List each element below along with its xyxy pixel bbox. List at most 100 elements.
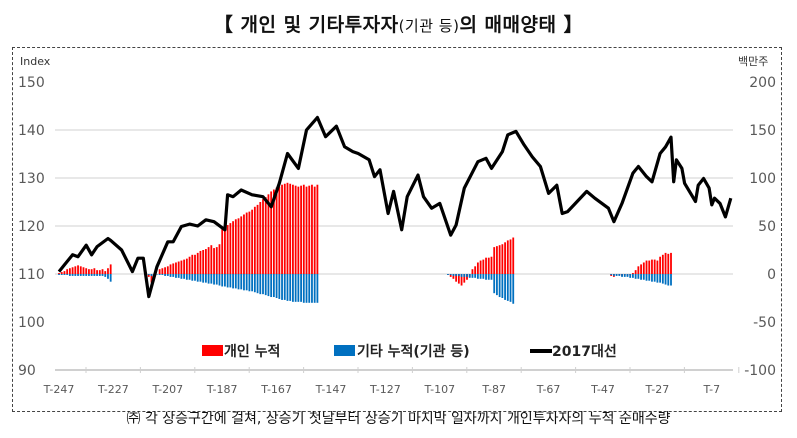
bar-individual	[264, 197, 267, 274]
bar-individual	[262, 199, 264, 274]
bar-other	[457, 274, 460, 276]
bar-individual	[449, 274, 452, 277]
bar-individual	[253, 206, 256, 274]
bar-other	[482, 274, 485, 279]
bar-other	[281, 274, 283, 300]
bar-other	[313, 274, 316, 303]
bar-other	[188, 274, 191, 280]
x-tick-label: T-107	[423, 383, 455, 396]
bars	[58, 182, 672, 304]
bar-individual	[496, 246, 498, 274]
bar-individual	[215, 247, 218, 274]
bar-other	[183, 274, 186, 279]
x-tick-label: T-67	[536, 383, 561, 396]
bar-other	[90, 274, 93, 276]
bar-individual	[204, 249, 207, 274]
bar-individual	[490, 256, 493, 274]
bar-other	[455, 274, 458, 276]
bar-other	[259, 274, 262, 295]
bar-individual	[455, 274, 458, 282]
bar-other	[194, 274, 196, 281]
legend-label-individual: 개인 누적	[224, 343, 280, 360]
bar-individual	[177, 261, 180, 274]
bar-other	[237, 274, 240, 290]
bar-other	[234, 274, 237, 289]
bar-other	[245, 274, 248, 291]
bar-individual	[485, 257, 487, 274]
bar-individual	[275, 187, 278, 274]
line-2017-election	[57, 115, 733, 299]
bar-other	[150, 274, 153, 276]
bar-other	[175, 274, 177, 278]
bar-other	[77, 274, 79, 276]
bar-individual	[172, 263, 175, 274]
bar-individual	[479, 260, 482, 274]
bar-other	[283, 274, 286, 300]
right-tick-label: 100	[749, 171, 776, 187]
legend-swatch-individual	[202, 345, 223, 356]
bar-other	[199, 274, 202, 282]
bar-other	[104, 274, 107, 277]
bar-other	[215, 274, 218, 285]
bar-individual	[158, 269, 161, 274]
bar-individual	[292, 184, 294, 274]
bar-individual	[634, 270, 637, 274]
left-tick-label: 110	[18, 267, 45, 283]
bar-individual	[150, 274, 153, 283]
bar-other	[504, 274, 506, 300]
bar-other	[474, 274, 477, 278]
bar-other	[169, 274, 172, 277]
bar-individual	[243, 214, 245, 274]
bar-other	[82, 274, 85, 276]
bar-individual	[316, 184, 319, 274]
bar-individual	[311, 184, 313, 274]
bar-individual	[104, 271, 107, 274]
bar-individual	[313, 186, 316, 274]
bar-individual	[648, 260, 651, 274]
bar-individual	[224, 226, 226, 274]
right-tick-label: 200	[749, 75, 776, 91]
right-tick-label: 50	[758, 219, 776, 235]
bar-individual	[88, 269, 90, 274]
bar-other	[651, 274, 653, 282]
x-tick-label: T-147	[315, 383, 347, 396]
bar-individual	[248, 211, 251, 274]
title-part: 의 매매양태 】	[459, 14, 584, 36]
bar-other	[292, 274, 294, 302]
bar-other	[487, 274, 490, 280]
bar-individual	[90, 269, 93, 274]
bar-other	[218, 274, 221, 286]
bar-individual	[251, 209, 254, 274]
bar-individual	[267, 194, 270, 274]
bar-individual	[166, 266, 169, 274]
bar-individual	[645, 260, 648, 274]
bar-individual	[498, 245, 501, 274]
bar-other	[232, 274, 234, 289]
bar-other	[316, 274, 319, 303]
bar-individual	[471, 269, 474, 274]
right-tick-label: 150	[749, 123, 776, 139]
bar-other	[452, 274, 455, 276]
bar-other	[74, 274, 77, 276]
bar-individual	[58, 273, 60, 274]
bar-other	[66, 274, 69, 275]
bar-individual	[632, 273, 634, 274]
bar-other	[251, 274, 254, 292]
bar-other	[485, 274, 487, 280]
bar-individual	[670, 252, 672, 274]
bar-other	[648, 274, 651, 281]
bar-other	[626, 274, 629, 277]
right-tick-label: -100	[744, 363, 776, 379]
bar-individual	[60, 272, 63, 274]
bar-individual	[272, 189, 275, 274]
bar-other	[302, 274, 305, 303]
bar-individual	[512, 237, 515, 274]
bar-other	[289, 274, 292, 301]
bar-individual	[452, 274, 455, 279]
bar-other	[185, 274, 188, 280]
bar-other	[300, 274, 302, 302]
x-tick-label: T-47	[590, 383, 615, 396]
bar-other	[107, 274, 109, 279]
bar-individual	[202, 250, 205, 274]
bar-other	[88, 274, 90, 276]
